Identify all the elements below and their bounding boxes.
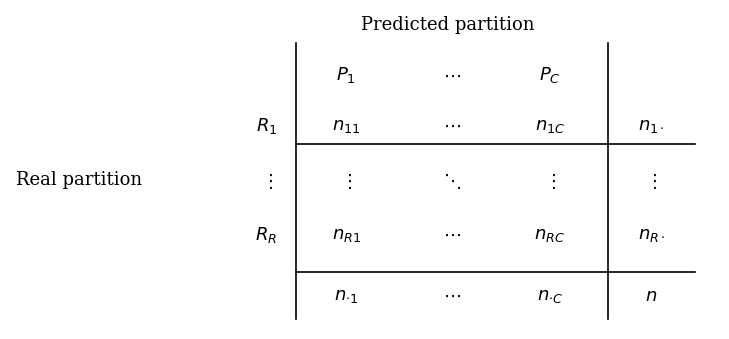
Text: $\cdots$: $\cdots$	[443, 117, 461, 135]
Text: $n_{1\cdot}$: $n_{1\cdot}$	[638, 117, 665, 135]
Text: $\cdots$: $\cdots$	[443, 226, 461, 244]
Text: $\ddots$: $\ddots$	[443, 172, 461, 191]
Text: $\cdots$: $\cdots$	[443, 66, 461, 84]
Text: $n_{R\cdot}$: $n_{R\cdot}$	[638, 226, 665, 244]
Text: $n_{11}$: $n_{11}$	[332, 117, 361, 135]
Text: $n_{\cdot C}$: $n_{\cdot C}$	[537, 286, 563, 304]
Text: $P_1$: $P_1$	[337, 65, 356, 85]
Text: $n$: $n$	[645, 286, 658, 304]
Text: $\vdots$: $\vdots$	[544, 172, 555, 191]
Text: $n_{\cdot 1}$: $n_{\cdot 1}$	[334, 286, 359, 304]
Text: $n_{1C}$: $n_{1C}$	[534, 117, 565, 135]
Text: $\vdots$: $\vdots$	[340, 172, 352, 191]
Text: $\vdots$: $\vdots$	[260, 172, 273, 191]
Text: $R_1$: $R_1$	[256, 116, 277, 136]
Text: $\vdots$: $\vdots$	[645, 172, 658, 191]
Text: Predicted partition: Predicted partition	[362, 16, 535, 34]
Text: $\cdots$: $\cdots$	[443, 286, 461, 304]
Text: $n_{RC}$: $n_{RC}$	[534, 226, 565, 244]
Text: $P_C$: $P_C$	[539, 65, 561, 85]
Text: $n_{R1}$: $n_{R1}$	[332, 226, 361, 244]
Text: Real partition: Real partition	[16, 171, 142, 188]
Text: $R_R$: $R_R$	[255, 225, 278, 245]
